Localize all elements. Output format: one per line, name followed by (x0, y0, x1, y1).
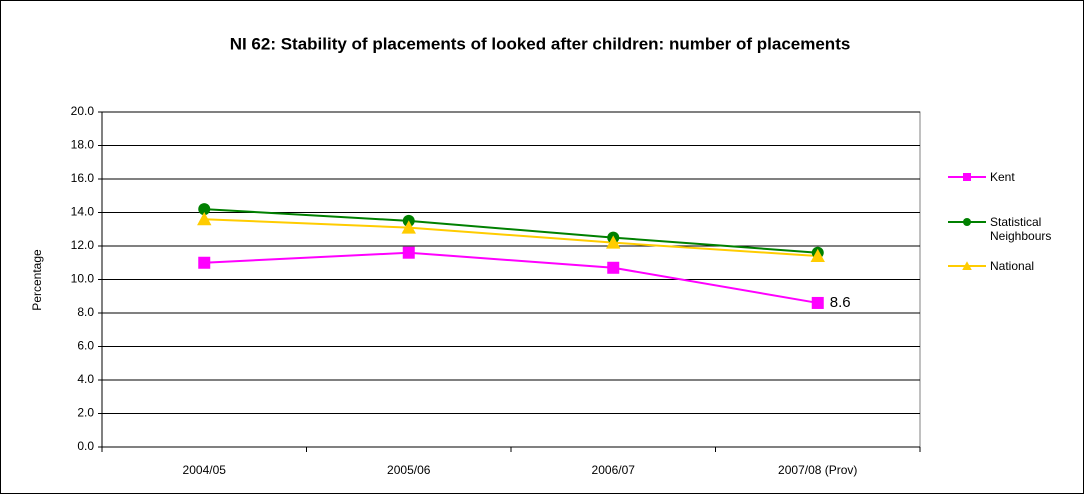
legend-entry: National (990, 259, 1035, 273)
y-tick-label: 2.0 (77, 406, 94, 420)
marker (606, 235, 621, 249)
y-tick-label: 6.0 (77, 339, 94, 353)
data-label: 8.6 (830, 294, 851, 311)
y-tick-label: 4.0 (77, 372, 94, 386)
y-axis-label: Percentage (30, 249, 44, 311)
legend-label: Kent (990, 170, 1015, 184)
marker (402, 246, 415, 259)
marker (811, 296, 824, 309)
y-tick-label: 18.0 (71, 138, 95, 152)
legend-label: Statistical Neighbours (990, 215, 1052, 243)
y-tick-label: 12.0 (71, 238, 95, 252)
legend-marker (962, 261, 972, 270)
marker (197, 212, 212, 226)
legend-entry: Statistical Neighbours (990, 215, 1052, 243)
y-tick-label: 14.0 (71, 205, 95, 219)
y-tick-label: 0.0 (77, 439, 94, 453)
x-tick-label: 2004/05 (183, 463, 227, 477)
marker (198, 203, 211, 216)
legend-marker (963, 173, 971, 181)
marker (607, 261, 620, 274)
marker (198, 256, 211, 269)
marker (401, 220, 416, 234)
legend-label: National (990, 259, 1035, 273)
x-tick-label: 2007/08 (Prov) (778, 463, 857, 477)
x-tick-label: 2006/07 (592, 463, 636, 477)
x-tick-label: 2005/06 (387, 463, 431, 477)
series-line (204, 251, 818, 304)
y-tick-label: 10.0 (71, 272, 95, 286)
chart-title: NI 62: Stability of placements of looked… (230, 34, 851, 53)
y-tick-label: 20.0 (71, 104, 95, 118)
y-tick-label: 16.0 (71, 171, 95, 185)
marker (810, 248, 825, 263)
series-line (204, 208, 818, 254)
legend-entry: Kent (990, 170, 1015, 184)
series-line (204, 218, 818, 258)
legend-marker (963, 218, 971, 226)
y-tick-label: 8.0 (77, 305, 94, 319)
